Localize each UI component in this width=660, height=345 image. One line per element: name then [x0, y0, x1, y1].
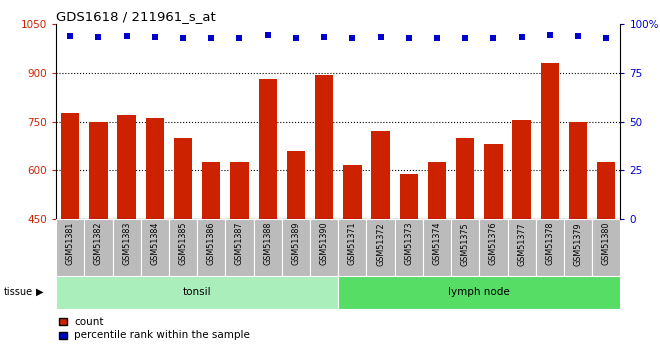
Text: GSM51389: GSM51389 — [292, 222, 300, 265]
Bar — [117, 115, 136, 345]
Bar — [141, 219, 169, 276]
Bar — [230, 162, 249, 345]
Text: GSM51373: GSM51373 — [405, 222, 413, 265]
Bar — [597, 162, 616, 345]
Text: GSM51376: GSM51376 — [489, 222, 498, 265]
Bar — [372, 131, 390, 345]
Bar — [592, 219, 620, 276]
Point — [544, 32, 555, 37]
Bar — [56, 219, 84, 276]
Bar — [225, 219, 253, 276]
Text: GSM51377: GSM51377 — [517, 222, 526, 266]
Bar — [89, 122, 108, 345]
Text: GDS1618 / 211961_s_at: GDS1618 / 211961_s_at — [56, 10, 216, 23]
Bar — [338, 276, 620, 309]
Text: GSM51371: GSM51371 — [348, 222, 357, 265]
Bar — [541, 63, 559, 345]
Bar — [428, 162, 446, 345]
Point — [432, 36, 442, 41]
Point — [488, 35, 499, 41]
Bar — [395, 219, 423, 276]
Text: GSM51383: GSM51383 — [122, 222, 131, 265]
Text: count: count — [74, 317, 104, 327]
Point — [178, 35, 188, 41]
Point — [150, 34, 160, 40]
Text: GSM51379: GSM51379 — [574, 222, 583, 266]
Bar — [399, 174, 418, 345]
Bar — [56, 276, 338, 309]
Point — [403, 36, 414, 41]
Bar — [146, 118, 164, 345]
Bar — [569, 122, 587, 345]
Text: lymph node: lymph node — [448, 287, 510, 297]
Bar — [259, 79, 277, 345]
Text: GSM51378: GSM51378 — [545, 222, 554, 265]
Bar — [451, 219, 479, 276]
Text: GSM51387: GSM51387 — [235, 222, 244, 265]
Bar — [61, 114, 79, 345]
Text: GSM51375: GSM51375 — [461, 222, 470, 266]
Bar — [197, 219, 226, 276]
Point — [601, 35, 612, 41]
Point — [460, 35, 471, 41]
Text: GSM51380: GSM51380 — [602, 222, 611, 265]
Text: GSM51382: GSM51382 — [94, 222, 103, 265]
Bar — [286, 151, 305, 345]
Point — [93, 34, 104, 40]
Bar — [84, 219, 112, 276]
Bar — [423, 219, 451, 276]
Bar — [253, 219, 282, 276]
Bar — [536, 219, 564, 276]
Point — [206, 35, 216, 41]
Point — [347, 35, 358, 41]
Bar — [202, 162, 220, 345]
Text: tonsil: tonsil — [183, 287, 211, 297]
Text: GSM51384: GSM51384 — [150, 222, 159, 265]
Bar — [343, 166, 362, 345]
Bar — [282, 219, 310, 276]
Bar — [315, 75, 333, 345]
Text: GSM51385: GSM51385 — [179, 222, 187, 265]
Bar — [508, 219, 536, 276]
Text: GSM51372: GSM51372 — [376, 222, 385, 266]
Text: GSM51390: GSM51390 — [319, 222, 329, 265]
Bar — [310, 219, 338, 276]
Point — [121, 33, 132, 38]
Point — [516, 34, 527, 40]
Text: GSM51381: GSM51381 — [66, 222, 75, 265]
Point — [263, 32, 273, 37]
Text: GSM51386: GSM51386 — [207, 222, 216, 265]
Bar — [366, 219, 395, 276]
Text: GSM51388: GSM51388 — [263, 222, 272, 265]
Bar — [512, 120, 531, 345]
Point — [234, 35, 245, 41]
Bar — [456, 138, 475, 345]
Text: ▶: ▶ — [36, 287, 44, 296]
Text: GSM51374: GSM51374 — [432, 222, 442, 265]
Bar — [338, 219, 366, 276]
Bar — [112, 219, 141, 276]
Point — [573, 33, 583, 38]
Text: percentile rank within the sample: percentile rank within the sample — [74, 331, 249, 341]
Bar — [479, 219, 508, 276]
Point — [376, 34, 386, 40]
Bar — [564, 219, 592, 276]
Point — [65, 33, 75, 38]
Point — [290, 35, 301, 41]
Bar — [169, 219, 197, 276]
Bar — [484, 144, 503, 345]
Text: tissue: tissue — [3, 287, 32, 296]
Bar — [174, 138, 192, 345]
Point — [319, 34, 329, 40]
